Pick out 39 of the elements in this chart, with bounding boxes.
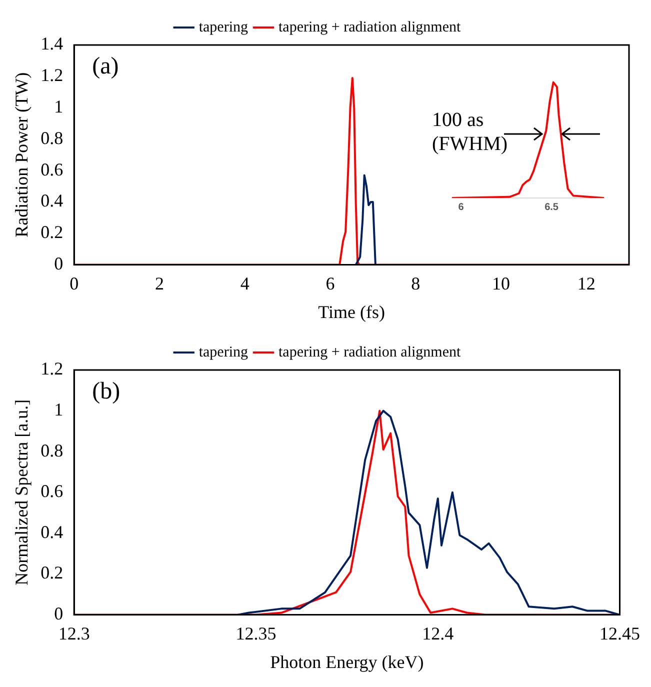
y-tick-label: 1.2 <box>40 358 64 379</box>
y-tick-label: 0 <box>54 604 64 624</box>
y-tick-label: 1 <box>54 400 64 420</box>
x-tick-label: 12 <box>577 273 596 294</box>
legend-label: tapering <box>198 19 248 36</box>
x-tick-label: 6 <box>326 273 335 294</box>
x-tick-label: 12.3 <box>58 623 90 644</box>
y-tick-label: 0 <box>54 254 64 274</box>
y-axis-title: Normalized Spectra [a.u.] <box>12 399 32 586</box>
y-tick-label: 0.6 <box>40 481 64 502</box>
x-tick-label: 4 <box>240 273 250 294</box>
y-tick-label: 0.8 <box>40 440 64 460</box>
x-tick-label: 0 <box>70 273 79 294</box>
x-axis-title: Photon Energy (keV) <box>270 652 424 672</box>
annotation: 100 as (FWHM) <box>432 108 508 156</box>
x-tick-label: 12.45 <box>600 623 640 644</box>
y-tick-label: 1.2 <box>40 65 64 86</box>
y-tick-label: 0.4 <box>40 522 64 542</box>
y-tick-label: 0.4 <box>40 190 64 211</box>
x-axis-title: Time (fs) <box>318 302 385 322</box>
y-tick-label: 0.2 <box>40 222 64 242</box>
x-tick-label: 8 <box>411 273 420 294</box>
annotation: (a) <box>92 53 119 80</box>
x-tick-label: 12.4 <box>422 623 454 644</box>
y-tick-label: 0.8 <box>40 128 64 148</box>
x-tick-label: 6.5 <box>544 202 559 213</box>
annotation: (b) <box>92 378 120 404</box>
y-axis-title: Radiation Power (TW) <box>12 72 32 238</box>
y-tick-label: 0.6 <box>40 159 64 180</box>
y-tick-label: 0.2 <box>40 562 64 583</box>
x-tick-label: 6 <box>458 202 464 213</box>
x-tick-label: 10 <box>492 273 510 294</box>
y-tick-label: 1 <box>54 96 64 117</box>
y-tick-label: 1.4 <box>40 34 64 54</box>
x-tick-label: 12.35 <box>236 623 276 644</box>
legend-label: tapering + radiation alignment <box>278 344 462 360</box>
legend-label: tapering <box>198 344 248 360</box>
x-tick-label: 2 <box>154 273 164 294</box>
legend-label: tapering + radiation alignment <box>278 19 462 36</box>
